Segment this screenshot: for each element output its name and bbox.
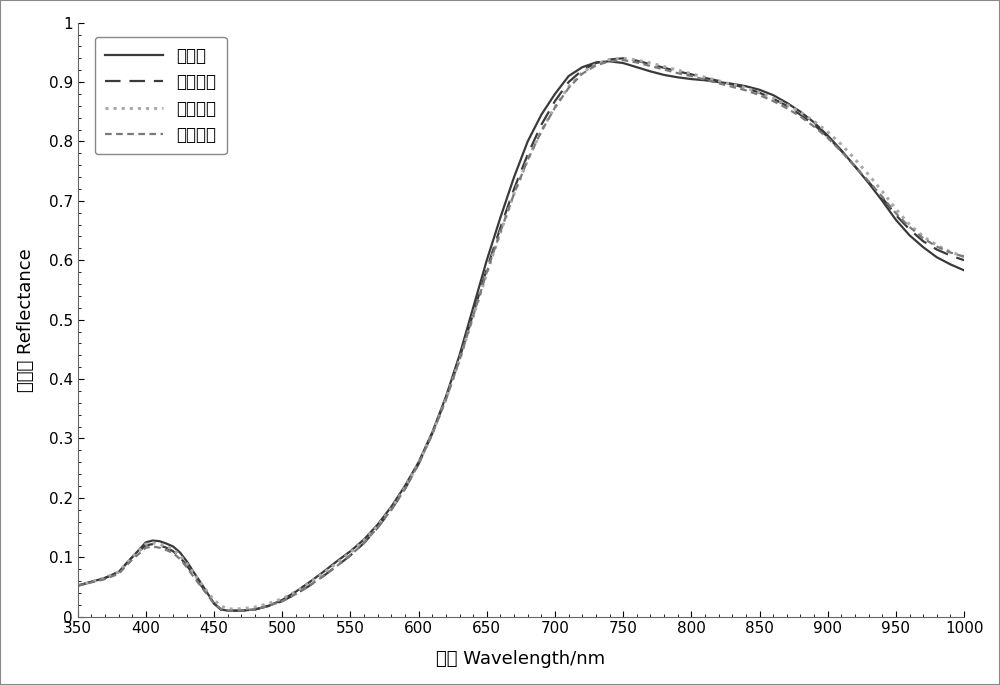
Line: 霉变后期: 霉变后期 <box>78 60 964 610</box>
霉变后期 <box>222 606 234 614</box>
霉变后期 <box>72 582 84 590</box>
霉变后期 <box>590 62 602 70</box>
X-axis label: 波长 Wavelength/nm: 波长 Wavelength/nm <box>436 650 605 669</box>
正常期 <box>958 266 970 275</box>
霉变初期 <box>590 59 602 67</box>
Y-axis label: 反射率 Reflectance: 反射率 Reflectance <box>17 248 35 392</box>
正常期 <box>931 253 943 262</box>
霉变后期 <box>481 268 493 276</box>
霉变后期 <box>617 56 629 64</box>
正常期 <box>890 216 902 224</box>
霉变中期 <box>72 582 84 590</box>
正常期 <box>181 557 193 565</box>
霉变初期 <box>72 582 84 590</box>
正常期 <box>590 58 602 66</box>
霉变中期 <box>590 60 602 68</box>
霉变中期 <box>181 560 193 568</box>
正常期 <box>481 256 493 264</box>
正常期 <box>222 606 234 614</box>
霉变后期 <box>931 242 943 251</box>
正常期 <box>113 568 125 576</box>
霉变中期 <box>931 241 943 249</box>
Line: 霉变中期: 霉变中期 <box>78 58 964 609</box>
霉变初期 <box>113 568 125 576</box>
霉变初期 <box>181 562 193 570</box>
霉变初期 <box>958 256 970 264</box>
霉变初期 <box>890 211 902 219</box>
Line: 霉变初期: 霉变初期 <box>78 58 964 610</box>
正常期 <box>72 582 84 590</box>
Line: 正常期: 正常期 <box>78 61 964 610</box>
霉变后期 <box>958 253 970 261</box>
Legend: 正常期, 霉变初期, 霉变中期, 霉变后期: 正常期, 霉变初期, 霉变中期, 霉变后期 <box>95 37 227 154</box>
正常期 <box>604 57 616 65</box>
霉变初期 <box>617 54 629 62</box>
霉变后期 <box>113 570 125 578</box>
霉变中期 <box>222 605 234 613</box>
霉变初期 <box>931 245 943 253</box>
霉变中期 <box>617 54 629 62</box>
霉变中期 <box>113 568 125 576</box>
霉变中期 <box>958 253 970 261</box>
霉变后期 <box>890 209 902 217</box>
霉变初期 <box>481 265 493 273</box>
霉变中期 <box>481 269 493 277</box>
霉变后期 <box>181 563 193 571</box>
霉变中期 <box>890 205 902 213</box>
霉变初期 <box>222 606 234 614</box>
